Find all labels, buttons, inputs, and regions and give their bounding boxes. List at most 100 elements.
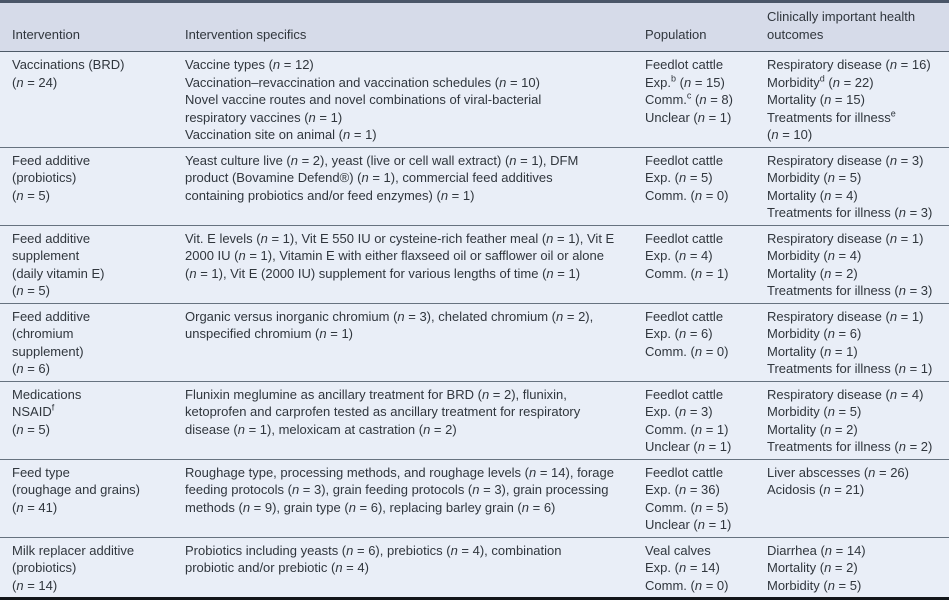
- cell-line: (roughage and grains): [12, 482, 140, 497]
- cell-line: (daily vitamin E): [12, 265, 105, 281]
- cell-population: Feedlot cattle Exp. (n = 5) Comm. (n = 0): [645, 152, 767, 222]
- cell-line: Treatments for illnesse: [767, 108, 896, 125]
- cell-line: Feedlot cattle: [645, 57, 724, 72]
- cell-line: disease (n = 1), meloxicam at castration…: [185, 421, 457, 437]
- cell-line: Exp. (n = 3): [645, 404, 713, 419]
- cell-line: Treatments for illness (n = 2): [767, 439, 933, 454]
- cell-line: (chromium: [12, 326, 74, 341]
- cell-line: Yeast culture live (n = 2), yeast (live …: [185, 152, 579, 168]
- cell-line: Feed type: [12, 464, 70, 480]
- cell-line: Comm. (n = 1): [645, 421, 729, 437]
- cell-line: Feedlot cattle: [645, 308, 724, 324]
- cell-line: Treatments for illness (n = 3): [767, 283, 933, 298]
- column-header-intervention-specifics: Intervention specifics: [185, 26, 307, 42]
- cell-population: Feedlot cattle Exp. (n = 4) Comm. (n = 1): [645, 230, 767, 300]
- cell-line: Comm. (n = 5): [645, 499, 729, 515]
- cell-line: (probiotics): [12, 170, 77, 185]
- table-row: Feed additive (chromium supplement) (n = 6)…: [0, 303, 949, 382]
- cell-specifics: Probiotics including yeasts (n = 6), pre…: [185, 542, 645, 595]
- cell-line: Exp. (n = 5): [645, 170, 713, 185]
- cell-outcomes: Respiratory disease (n = 3) Morbidity (n …: [767, 152, 946, 222]
- cell-line: methods (n = 9), grain type (n = 6), rep…: [185, 499, 556, 515]
- cell-line: Exp. (n = 36): [645, 482, 720, 497]
- cell-outcomes: Diarrhea (n = 14) Mortality (n = 2) Morbid…: [767, 542, 941, 595]
- table-row: Medications NSAIDf (n = 5) Flunixin meglum…: [0, 381, 949, 460]
- cell-line: product (Bovamine Defend®) (n = 1), comm…: [185, 170, 553, 185]
- cell-line: containing probiotics and/or feed enzyme…: [185, 187, 475, 203]
- cell-intervention: Vaccinations (BRD) (n = 24): [12, 56, 185, 144]
- cell-line: (n = 10): [767, 127, 813, 142]
- cell-line: (n = 14): [12, 577, 58, 593]
- table-row: Feed additive (probiotics) (n = 5) Yeast c…: [0, 147, 949, 226]
- cell-line: Vit. E levels (n = 1), Vit E 550 IU or c…: [185, 230, 615, 246]
- cell-line: Exp.b (n = 15): [645, 73, 725, 90]
- cell-specifics: Organic versus inorganic chromium (n = 3…: [185, 308, 645, 378]
- cell-line: probiotic and/or prebiotic (n = 4): [185, 560, 369, 575]
- cell-line: Flunixin meglumine as ancillary treatmen…: [185, 386, 567, 402]
- cell-line: Mortality (n = 1): [767, 343, 858, 359]
- cell-line: Comm. (n = 0): [645, 343, 729, 359]
- cell-line: feeding protocols (n = 3), grain feeding…: [185, 482, 609, 497]
- cell-specifics: Flunixin meglumine as ancillary treatmen…: [185, 386, 645, 456]
- cell-line: Organic versus inorganic chromium (n = 3…: [185, 308, 594, 324]
- cell-line: Morbidity (n = 4): [767, 248, 862, 263]
- cell-line: Vaccinations (BRD): [12, 57, 125, 72]
- cell-line: Morbidity (n = 6): [767, 326, 862, 341]
- cell-line: Mortality (n = 2): [767, 421, 858, 437]
- cell-line: Exp. (n = 6): [645, 326, 713, 341]
- table-header-row: Intervention Intervention specifics Popu…: [0, 3, 949, 52]
- cell-line: (n = 5): [12, 421, 50, 437]
- cell-line: NSAIDf: [12, 402, 55, 419]
- cell-line: (n = 6): [12, 361, 50, 376]
- column-header-population: Population: [645, 26, 707, 42]
- cell-line: Milk replacer additive: [12, 542, 135, 558]
- cell-line: Unclear (n = 1): [645, 439, 732, 454]
- cell-population: Feedlot cattle Exp. (n = 6) Comm. (n = 0): [645, 308, 767, 378]
- cell-specifics: Yeast culture live (n = 2), yeast (live …: [185, 152, 645, 222]
- cell-population: Feedlot cattle Exp. (n = 3) Comm. (n = 1) U…: [645, 386, 767, 456]
- cell-specifics: Vit. E levels (n = 1), Vit E 550 IU or c…: [185, 230, 645, 300]
- cell-line: ketoprofen and carprofen tested as ancil…: [185, 404, 581, 419]
- cell-line: Probiotics including yeasts (n = 6), pre…: [185, 542, 562, 558]
- cell-line: Respiratory disease (n = 3): [767, 152, 924, 168]
- table-row: Milk replacer additive (probiotics) (n = 1…: [0, 537, 949, 597]
- cell-line: Feed additive: [12, 152, 91, 168]
- cell-outcomes: Liver abscesses (n = 26) Acidosis (n = 21…: [767, 464, 941, 534]
- cell-line: respiratory vaccines (n = 1): [185, 109, 343, 125]
- cell-population: Veal calves Exp. (n = 14) Comm. (n = 0): [645, 542, 767, 595]
- cell-line: Liver abscesses (n = 26): [767, 464, 909, 480]
- cell-line: Acidosis (n = 21): [767, 482, 865, 497]
- cell-line: Vaccination site on animal (n = 1): [185, 127, 377, 142]
- cell-line: Morbidity (n = 5): [767, 404, 862, 419]
- cell-line: (n = 1), Vit E (2000 IU) supplement for …: [185, 265, 581, 281]
- cell-line: Feedlot cattle: [645, 152, 724, 168]
- cell-line: (probiotics): [12, 560, 77, 575]
- cell-line: Morbidityd (n = 22): [767, 73, 874, 90]
- table-row: Vaccinations (BRD) (n = 24) Vaccine types…: [0, 52, 949, 148]
- cell-line: unspecified chromium (n = 1): [185, 326, 353, 341]
- cell-line: Roughage type, processing methods, and r…: [185, 464, 614, 480]
- cell-line: Respiratory disease (n = 1): [767, 230, 924, 246]
- cell-line: 2000 IU (n = 1), Vitamin E with either f…: [185, 248, 604, 263]
- cell-intervention: Feed type (roughage and grains) (n = 41): [12, 464, 185, 534]
- cell-line: Mortality (n = 15): [767, 92, 865, 107]
- cell-intervention: Feed additive (chromium supplement) (n = 6): [12, 308, 185, 378]
- cell-line: Respiratory disease (n = 4): [767, 386, 924, 402]
- cell-line: Feedlot cattle: [645, 386, 724, 402]
- cell-specifics: Vaccine types (n = 12) Vaccination–revacc…: [185, 56, 645, 144]
- cell-line: Feedlot cattle: [645, 230, 724, 246]
- table-row: Feed type (roughage and grains) (n = 41) R…: [0, 459, 949, 538]
- cell-line: Comm. (n = 0): [645, 187, 729, 203]
- cell-line: Comm.c (n = 8): [645, 90, 733, 107]
- cell-line: Mortality (n = 2): [767, 560, 858, 575]
- column-header-outcomes: Clinically important health outcomes: [767, 9, 916, 42]
- cell-line: Diarrhea (n = 14): [767, 542, 866, 558]
- cell-line: Exp. (n = 4): [645, 248, 713, 263]
- cell-line: Unclear (n = 1): [645, 517, 732, 532]
- cell-population: Feedlot cattle Exp.b (n = 15) Comm.c (n = …: [645, 56, 767, 144]
- cell-line: Novel vaccine routes and novel combinati…: [185, 92, 542, 107]
- cell-line: Feed additive: [12, 230, 91, 246]
- cell-outcomes: Respiratory disease (n = 1) Morbidity (n …: [767, 230, 946, 300]
- cell-line: Treatments for illness (n = 3): [767, 205, 933, 220]
- cell-intervention: Milk replacer additive (probiotics) (n = 1…: [12, 542, 185, 595]
